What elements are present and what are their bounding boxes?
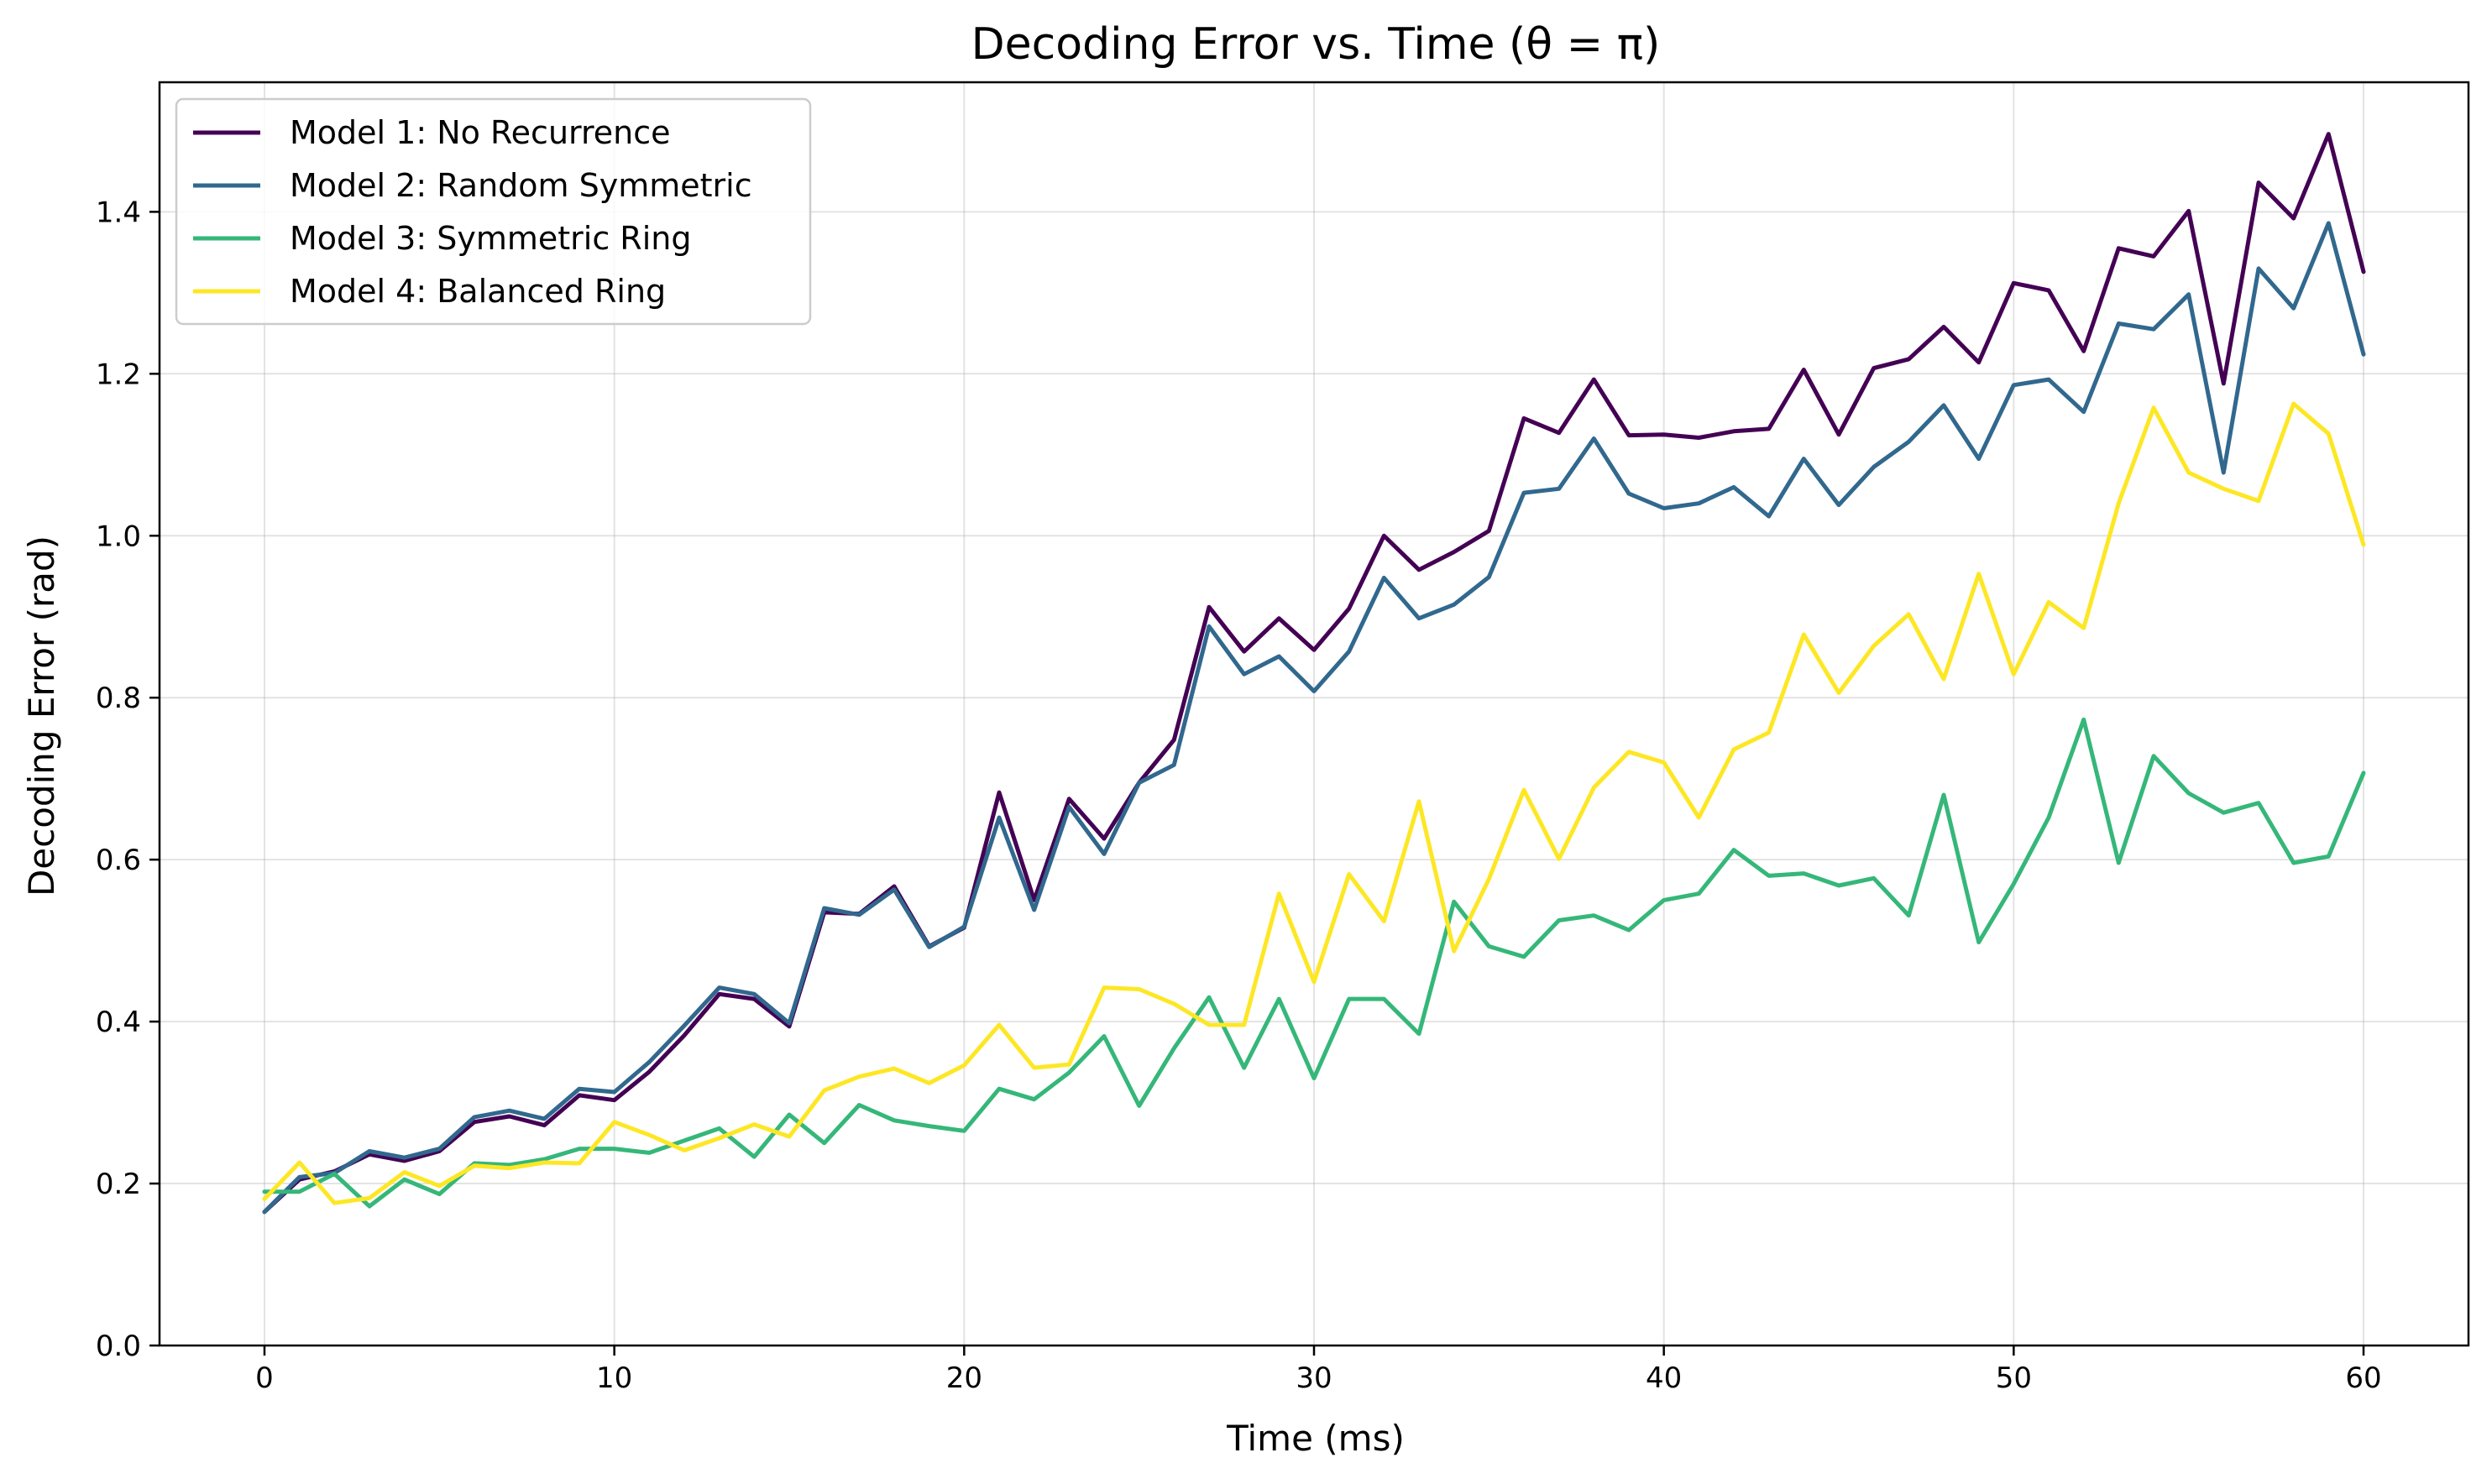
y-axis-label: Decoding Error (rad) <box>21 536 62 896</box>
legend-label: Model 4: Balanced Ring <box>290 273 666 310</box>
y-tick-label: 1.2 <box>96 358 141 391</box>
y-tick-label: 0.8 <box>96 682 141 715</box>
x-axis-label: Time (ms) <box>1226 1418 1405 1459</box>
y-tick-label: 0.6 <box>96 844 141 877</box>
y-tick-label: 0.4 <box>96 1006 141 1039</box>
legend-label: Model 3: Symmetric Ring <box>290 220 691 257</box>
series-line-model-1 <box>262 132 2366 1215</box>
chart-title: Decoding Error vs. Time (θ = π) <box>971 19 1661 70</box>
x-tick-label: 10 <box>596 1361 632 1395</box>
legend: Model 1: No Recurrence Model 2: Random Sy… <box>175 97 812 326</box>
x-tick-label: 30 <box>1296 1361 1332 1395</box>
x-tick-label: 20 <box>946 1361 982 1395</box>
x-tick-label: 40 <box>1646 1361 1682 1395</box>
series-layer <box>262 132 2366 1215</box>
y-tick-label: 0.2 <box>96 1168 141 1201</box>
legend-box <box>175 97 812 326</box>
y-tick-label: 1.0 <box>96 520 141 553</box>
series-line-model-2 <box>262 221 2366 1215</box>
legend-label: Model 1: No Recurrence <box>290 114 671 151</box>
legend-label: Model 2: Random Symmetric <box>290 167 752 204</box>
x-tick-label: 60 <box>2345 1361 2381 1395</box>
y-tick-label: 1.4 <box>96 196 141 229</box>
y-tick-label: 0.0 <box>96 1330 141 1363</box>
ticks-layer: 0 10 20 30 40 50 60 0.0 0.2 0.4 0.6 0.8 1.0 1.2 1.4 <box>96 196 2382 1395</box>
x-tick-label: 0 <box>255 1361 274 1395</box>
x-tick-label: 50 <box>1996 1361 2032 1395</box>
series-line-model-4 <box>262 401 2366 1205</box>
series-line-model-3 <box>262 717 2366 1209</box>
